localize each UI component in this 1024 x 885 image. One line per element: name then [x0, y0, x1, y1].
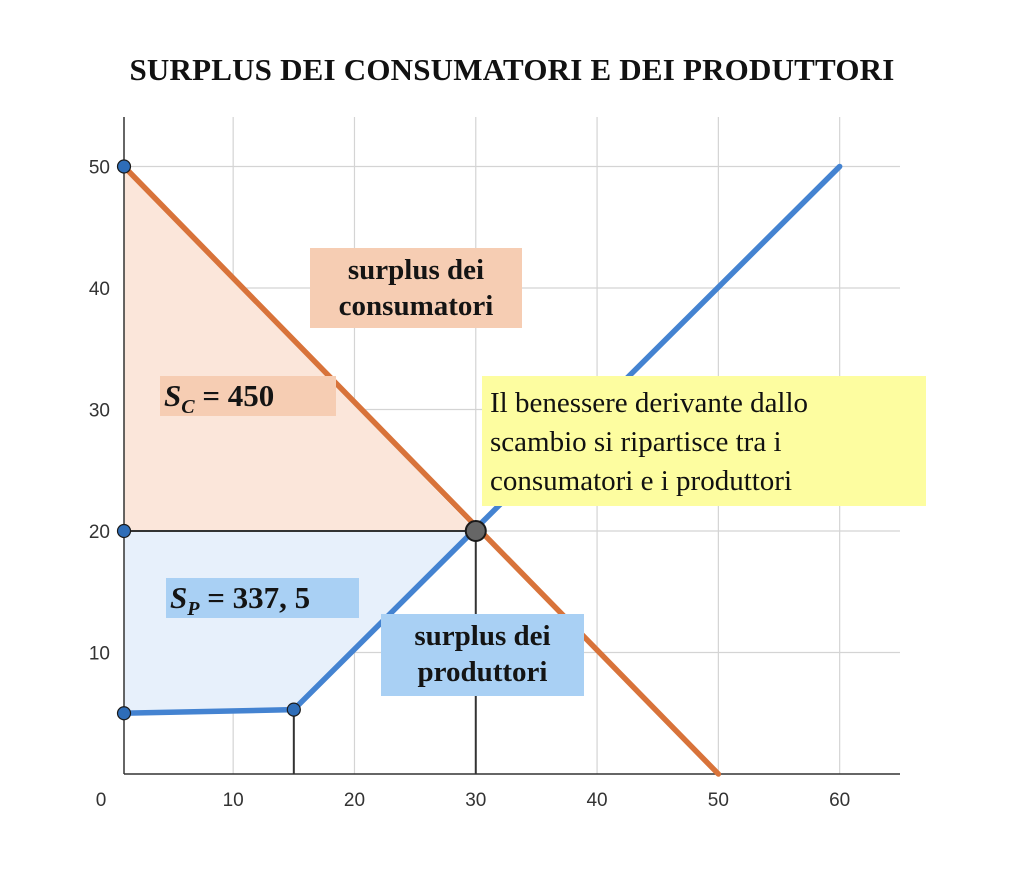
equilibrium-point [464, 520, 487, 542]
chart-title: SURPLUS DEI CONSUMATORI E DEI PRODUTTORI [129, 52, 895, 87]
y-tick-label-40: 40 [89, 279, 110, 300]
sc-symbol: S [164, 378, 182, 413]
x-tick-label-60: 60 [829, 790, 850, 811]
y-tick-label-30: 30 [89, 401, 110, 422]
welfare-note-line3: consumatori e i produttori [490, 465, 793, 497]
consumer-surplus-label: surplus dei consumatori [310, 248, 522, 328]
sp-symbol: S [170, 580, 188, 615]
data-point-3 [116, 706, 132, 721]
x-tick-label-20: 20 [344, 790, 365, 811]
x-tick-label-10: 10 [223, 790, 244, 811]
y-tick-label-10: 10 [89, 644, 110, 665]
axes [123, 117, 900, 775]
data-point-2 [116, 523, 132, 539]
welfare-note-line2: scambio si ripartisce tra i [490, 426, 782, 458]
y-tick-label-50: 50 [89, 158, 110, 179]
y-tick-label-20: 20 [89, 522, 110, 543]
consumer-surplus-label-line1: surplus dei [347, 254, 485, 286]
welfare-note: Il benessere derivante dallo scambio si … [482, 376, 926, 506]
consumer-surplus-value: SC = 450 [160, 376, 336, 419]
sc-subscript: C [181, 396, 195, 419]
welfare-note-line1: Il benessere derivante dallo [490, 387, 809, 419]
sp-subscript: P [187, 598, 200, 621]
markers [116, 159, 487, 721]
consumer-surplus-label-line2: consumatori [338, 290, 494, 322]
x-tick-label-0: 0 [96, 790, 107, 811]
data-point-4 [286, 702, 301, 717]
demand-curve [121, 163, 722, 777]
producer-surplus-value: SP = 337, 5 [166, 578, 359, 621]
sc-value: = 450 [194, 378, 275, 413]
x-tick-label-30: 30 [465, 790, 486, 811]
producer-surplus-label-line1: surplus dei [414, 620, 551, 652]
tick-labels: 0 10 20 30 40 50 60 10 20 30 40 50 [89, 158, 850, 812]
x-tick-label-40: 40 [586, 790, 607, 811]
sp-value: = 337, 5 [199, 580, 311, 615]
data-point-1 [116, 159, 132, 174]
producer-surplus-label-line2: produttori [417, 656, 548, 688]
x-tick-label-50: 50 [708, 790, 729, 811]
producer-surplus-area [124, 531, 476, 714]
producer-surplus-label: surplus dei produttori [381, 614, 584, 696]
